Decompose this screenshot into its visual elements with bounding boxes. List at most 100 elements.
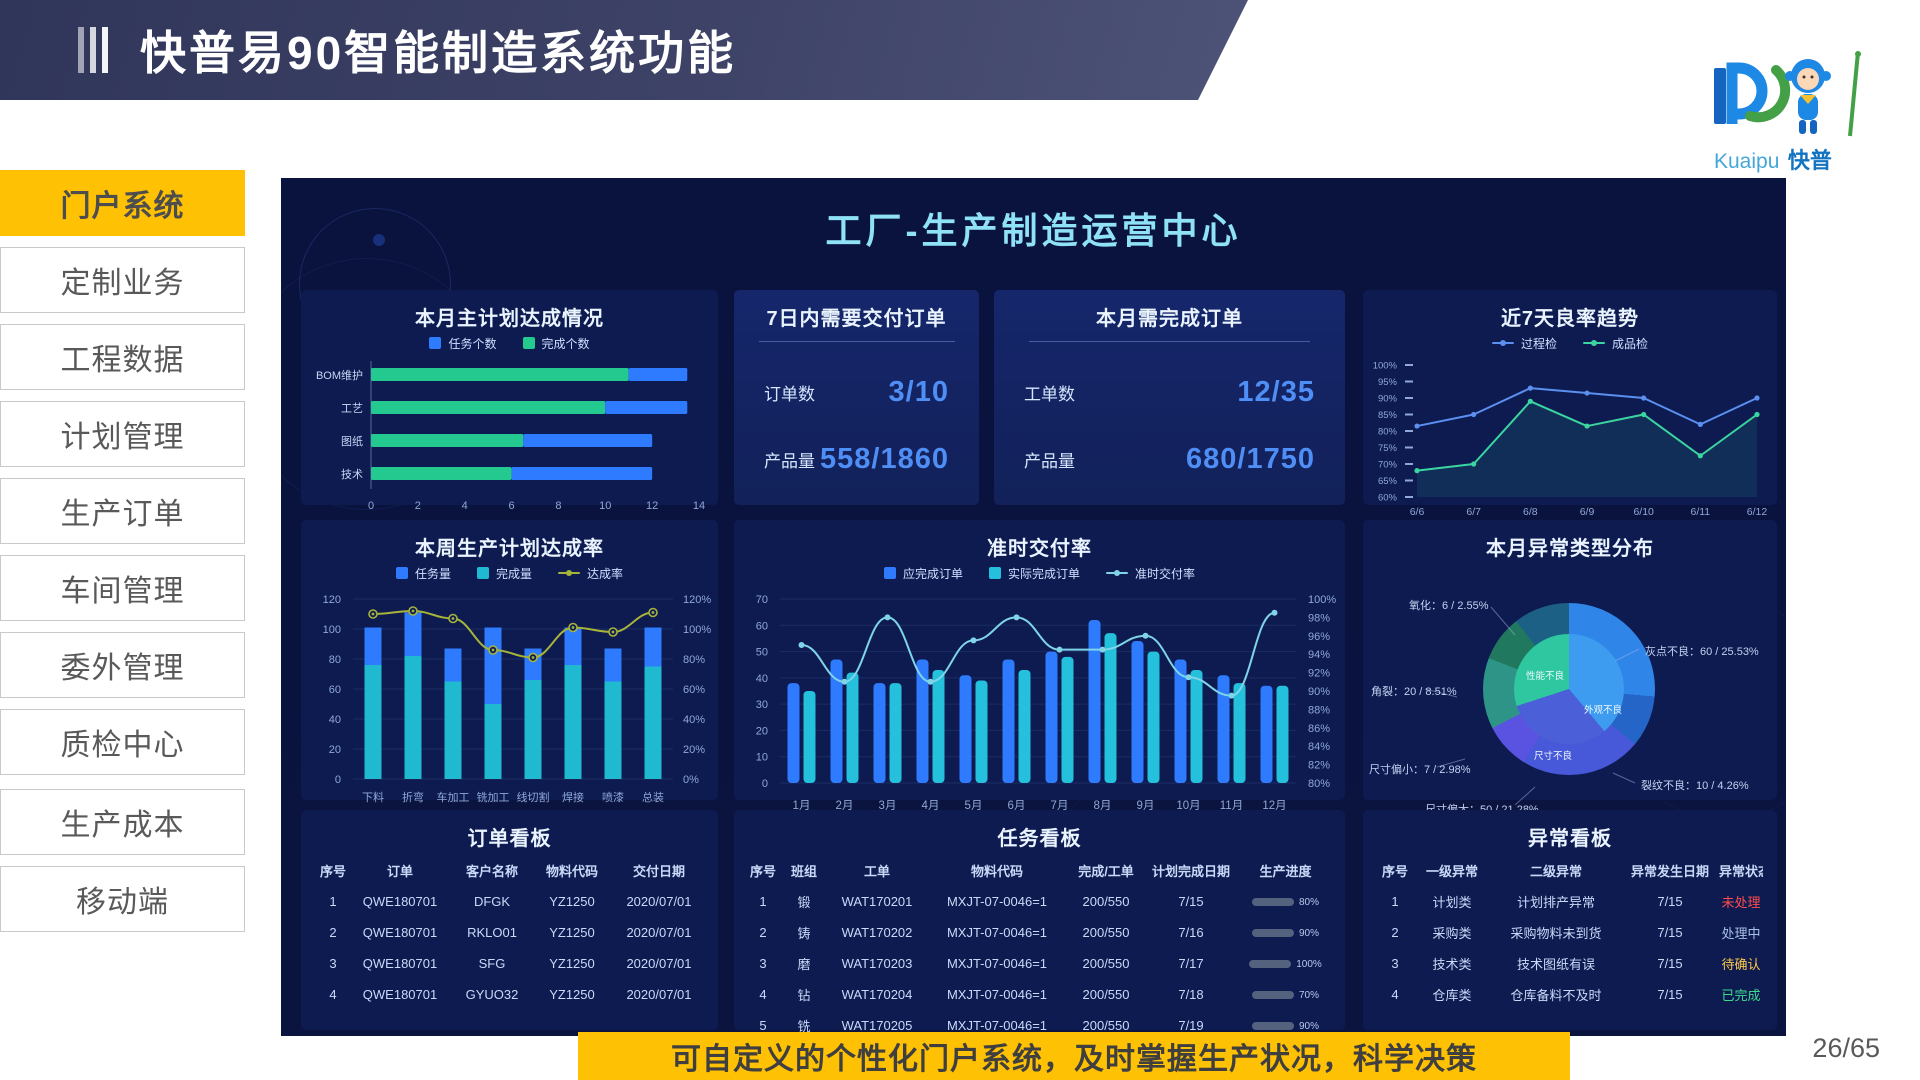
sidebar-item[interactable]: 委外管理	[0, 632, 245, 698]
chart-yield-trend: 100% 95% 90% 85% 80% 75% 70% 65% 60% 6/6 6/7 6/8 6/9…	[1363, 353, 1777, 526]
svg-text:6/9: 6/9	[1580, 506, 1595, 518]
svg-text:下料: 下料	[362, 790, 384, 804]
divider	[1029, 341, 1310, 342]
legend-item: 应完成订单	[883, 565, 963, 582]
column-header: 序号	[1381, 864, 1408, 879]
progress-label: 70%	[1298, 989, 1319, 1001]
legend-square-icon	[522, 337, 535, 349]
chart-monthly-master-plan: BOM维护 工艺 图纸 技术 0 2 4 6 8 10 12 14	[301, 353, 718, 518]
svg-text:84%: 84%	[1308, 741, 1330, 753]
column-header: 二级异常	[1529, 864, 1582, 879]
table-row: 5 铣 WAT170205 MXJT-07-0046=1 200/550 7/19 90%	[748, 1010, 1331, 1036]
svg-text:喷漆: 喷漆	[602, 791, 624, 804]
brand-en: Kuaipu	[1714, 150, 1780, 173]
panel-title: 任务看板	[997, 828, 1082, 850]
sidebar-item[interactable]: 生产订单	[0, 478, 245, 544]
legend-label: 任务量	[414, 566, 451, 581]
svg-text:100%: 100%	[683, 624, 711, 636]
stat-label: 工单数	[1024, 385, 1075, 404]
footer-text: 可自定义的个性化门户系统，及时掌握生产状况，科学决策	[671, 1043, 1477, 1076]
panel-ontime-delivery: 准时交付率 应完成订单 实际完成订单 准时交付率 0 10 20 30 40 50 60 70 10…	[734, 520, 1345, 812]
table-cell: 仓库备料不及时	[1510, 988, 1602, 1003]
svg-text:6/6: 6/6	[1410, 506, 1425, 518]
svg-text:6月: 6月	[1008, 800, 1026, 812]
stat-label: 订单数	[764, 385, 815, 404]
sidebar-item[interactable]: 生产成本	[0, 789, 245, 855]
table-cell: 80%	[1240, 894, 1331, 909]
legend-label: 应完成订单	[902, 566, 963, 581]
sidebar-item[interactable]: 移动端	[0, 866, 245, 932]
pie-slice-label: 裂纹不良：10 / 4.26%	[1641, 780, 1749, 792]
panel-title: 本月主计划达成情况	[415, 308, 604, 330]
svg-text:11月: 11月	[1220, 800, 1243, 812]
table-cell: 铣	[797, 1019, 811, 1034]
column-header: 序号	[749, 864, 776, 879]
pie-slice-label: 氧化：6 / 2.55%	[1409, 600, 1489, 612]
kuaipu-logo: Kuaipu 快普	[1712, 48, 1902, 175]
table-cell: 2	[1391, 925, 1399, 940]
sidebar-item[interactable]: 计划管理	[0, 401, 245, 467]
table-cell: 7/15	[1657, 894, 1683, 909]
svg-text:100%: 100%	[1308, 594, 1336, 606]
column-header: 订单	[386, 864, 413, 879]
table-cell: 7/15	[1657, 956, 1683, 971]
svg-text:2月: 2月	[836, 800, 854, 812]
pie-slice-label: 角裂：20 / 8.51%	[1371, 686, 1457, 698]
progress-label: 90%	[1298, 1020, 1319, 1032]
title-bars-icon	[78, 27, 108, 73]
svg-text:40: 40	[756, 673, 768, 685]
column-header: 计划完成日期	[1151, 864, 1230, 879]
panel-title: 异常看板	[1528, 828, 1612, 850]
svg-text:60%: 60%	[683, 684, 705, 696]
svg-text:1月: 1月	[793, 800, 811, 812]
legend: 任务个数 完成个数	[301, 333, 718, 353]
progress-bar: 90%	[1251, 1020, 1319, 1032]
sidebar-item[interactable]: 质检中心	[0, 709, 245, 775]
legend-line-icon	[1491, 342, 1514, 344]
legend-label: 任务个数	[448, 336, 497, 351]
legend-item: 准时交付率	[1106, 565, 1195, 582]
column-header: 序号	[319, 864, 346, 879]
svg-text:80%: 80%	[1308, 778, 1330, 790]
table-cell: 7/19	[1178, 1018, 1204, 1033]
table-cell: DFGK	[473, 894, 511, 909]
svg-text:60%: 60%	[1378, 493, 1398, 504]
sidebar-item[interactable]: 门户系统	[0, 170, 245, 236]
table-cell: 7/17	[1178, 956, 1204, 971]
svg-text:82%: 82%	[1308, 760, 1330, 772]
table-cell: WAT170201	[841, 894, 913, 909]
table-cell: 70%	[1240, 987, 1331, 1002]
table-cell: 7/15	[1657, 987, 1683, 1002]
legend-label: 过程检	[1520, 336, 1557, 351]
svg-text:85%: 85%	[1378, 410, 1398, 421]
stat-value: 680/1750	[1186, 443, 1315, 475]
svg-text:6/8: 6/8	[1523, 506, 1538, 518]
sidebar-item[interactable]: 工程数据	[0, 324, 245, 390]
sidebar-item[interactable]: 车间管理	[0, 555, 245, 621]
table-row: 1 锻 WAT170201 MXJT-07-0046=1 200/550 7/15 80%	[748, 886, 1331, 917]
svg-text:95%: 95%	[1378, 377, 1398, 388]
svg-text:技术: 技术	[341, 468, 363, 481]
sidebar-item[interactable]: 定制业务	[0, 247, 245, 313]
table-cell: MXJT-07-0046=1	[946, 956, 1048, 971]
table-cell: QWE180701	[362, 894, 438, 909]
table-header-row: 序号 班组 工单 物料代码 完成/工单 计划完成日期 生产进度	[748, 855, 1331, 886]
stat-value: 3/10	[888, 376, 949, 408]
svg-text:0: 0	[335, 774, 341, 786]
svg-text:2: 2	[415, 500, 421, 512]
legend-square-icon	[476, 567, 489, 579]
table-cell: WAT170202	[841, 925, 913, 940]
deco-dot	[373, 234, 385, 246]
table-cell: 5	[759, 1018, 767, 1033]
svg-text:90%: 90%	[1308, 686, 1330, 698]
stat-row: 产品量 558/1860	[734, 443, 979, 476]
table-cell: 4	[1391, 987, 1399, 1002]
svg-text:4月: 4月	[922, 800, 940, 812]
legend-line-icon	[558, 572, 580, 574]
svg-text:8月: 8月	[1094, 800, 1112, 812]
table-header-row: 序号订单客户名称物料代码交付日期订单状态	[315, 855, 704, 886]
progress-bar: 70%	[1251, 989, 1319, 1001]
progress-label: 80%	[1298, 896, 1319, 908]
stat-label: 产品量	[764, 452, 815, 471]
